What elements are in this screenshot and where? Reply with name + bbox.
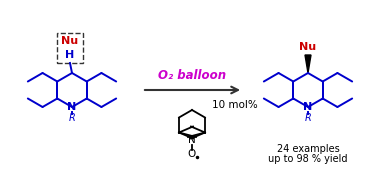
Polygon shape xyxy=(305,55,311,73)
Text: up to 98 % yield: up to 98 % yield xyxy=(268,154,348,164)
Text: Nu: Nu xyxy=(299,42,317,52)
Text: H: H xyxy=(65,50,75,60)
Text: 10 mol%: 10 mol% xyxy=(212,100,258,110)
Text: O: O xyxy=(188,149,196,159)
Text: N: N xyxy=(67,102,77,112)
Text: R: R xyxy=(305,113,311,123)
Text: N: N xyxy=(303,102,313,112)
Text: O₂ balloon: O₂ balloon xyxy=(158,68,226,82)
Text: N: N xyxy=(188,135,196,145)
Text: R: R xyxy=(69,113,75,123)
Text: 24 examples: 24 examples xyxy=(277,144,339,154)
Text: Nu: Nu xyxy=(61,36,78,46)
